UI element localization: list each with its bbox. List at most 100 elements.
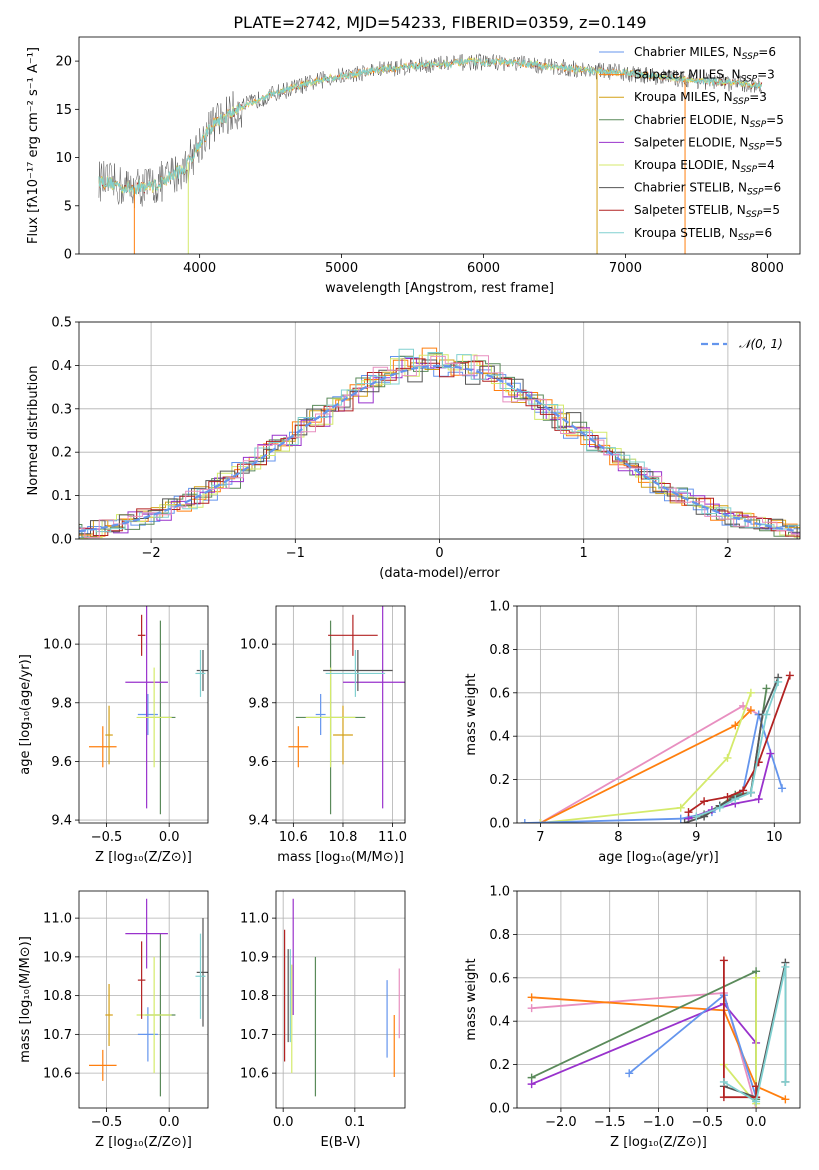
mass-weight-marker [684,808,693,817]
errorbar-point [196,918,208,1027]
errorbar-point [125,898,168,969]
legend-label: Salpeter STELIB, NSSP=5 [634,203,780,220]
x-tick-label: 7000 [609,261,642,276]
legend-label: Chabrier MILES, NSSP=6 [634,45,776,62]
y-tick-label: 10.7 [240,1028,269,1043]
x-tick-label: 8 [614,830,622,845]
mass-weight-marker [781,1077,790,1086]
axes-frame [275,890,406,1109]
panel-0: 4000 5000 6000 7000 8000 0 5 10 15 20 wavelength [… [26,36,801,296]
spectrum-legend: Chabrier MILES, NSSP=6 Salpeter MILES, NS… [599,45,784,243]
legend-label: Kroupa MILES, NSSP=3 [634,90,767,107]
y-tick-label: 11.0 [43,912,72,927]
y-tick-label: 1.0 [489,885,510,900]
y-tick-label: 0.2 [489,773,510,788]
mass-weight-marker [746,706,755,715]
mass-weight-marker [752,1097,761,1106]
y-tick-label: 9.8 [51,696,72,711]
x-tick-label: 0 [435,546,443,561]
errorbar-point [196,649,208,692]
x-tick-label: −1.5 [594,1115,626,1130]
panel-4: 7 8 9 10 0.0 0.2 0.4 0.6 0.8 1.0 age [log₁₀(age/yr… [464,600,801,865]
mass-weight-series-line [723,966,787,1103]
x-tick-label: 1 [580,546,588,561]
x-axis-label: Z [log₁₀(Z/Z⊙)] [610,1135,707,1150]
errorbar-point [137,614,146,656]
axes-frame [78,36,801,255]
y-tick-label: 5 [64,199,72,214]
y-tick-label: 0.6 [489,971,510,986]
x-tick-label: 0.0 [159,830,180,845]
mass-weight-series-line [540,692,752,823]
plot-area [520,671,794,823]
x-axis-label: E(B-V) [320,1135,360,1150]
legend-label: Chabrier ELODIE, NSSP=5 [634,113,784,130]
residual-histogram-step [79,358,800,539]
x-tick-label: 7 [536,830,544,845]
errorbar-point [315,693,326,736]
x-tick-label: 9 [692,830,700,845]
histogram-legend: 𝒩(0, 1) [701,337,783,351]
axes-frame [78,321,801,540]
x-axis-label: wavelength [Angstrom, rest frame] [325,281,554,296]
errorbar-point [89,1049,117,1081]
y-tick-label: 10.7 [43,1028,72,1043]
mass-weight-marker [746,688,755,697]
y-axis-label: age [log₁₀(age/yr)] [18,654,33,775]
errorbar-point [89,726,117,768]
y-tick-label: 0.0 [489,1102,510,1117]
x-tick-label: 0.0 [159,1115,180,1130]
mass-weight-marker [731,721,740,730]
x-tick-label: −2.0 [545,1115,577,1130]
x-tick-label: 6000 [467,261,500,276]
axes-frame [516,890,801,1109]
x-tick-label: 0.0 [273,1115,294,1130]
mass-weight-marker [723,753,732,762]
x-tick-label: −1 [286,546,305,561]
mass-weight-marker [692,812,701,821]
mass-weight-series-line [687,675,791,813]
y-tick-label: 0.8 [489,928,510,943]
mass-weight-marker [520,819,529,823]
residual-histogram-step [79,358,800,534]
y-tick-label: 9.6 [248,755,269,770]
plot-area [284,898,400,1097]
x-tick-label: 2 [724,546,732,561]
mass-weight-marker [752,973,761,982]
y-tick-label: 0.0 [489,817,510,832]
residual-histogram-step [79,348,800,533]
y-tick-label: 9.6 [51,755,72,770]
errorbar-point [105,705,113,765]
errorbar-point [136,956,172,1074]
legend-label: Salpeter ELODIE, NSSP=5 [634,135,783,152]
x-tick-label: 8000 [751,261,784,276]
plot-area [89,898,208,1097]
y-tick-label: 10.0 [240,638,269,653]
y-tick-label: 11.0 [240,912,269,927]
mass-weight-series-line [723,960,757,1099]
x-tick-label: −1.0 [643,1115,675,1130]
errorbar-point [195,649,206,697]
y-tick-label: 0.4 [489,1015,510,1030]
mass-weight-marker [676,814,685,823]
plot-area [288,606,405,815]
x-tick-label: 4000 [183,261,216,276]
x-axis-label: Z [log₁₀(Z/Z⊙)] [95,1135,192,1150]
y-tick-label: 20 [55,55,72,70]
mass-weight-marker [739,786,748,795]
axes-frame [516,605,801,824]
mass-weight-marker [778,784,787,793]
y-tick-label: 0.1 [51,489,72,504]
y-axis-label: Normed distribution [26,366,41,496]
y-tick-label: 9.4 [248,814,269,829]
axes-frame [78,605,209,824]
y-tick-label: 1.0 [489,600,510,615]
mass-weight-marker [762,710,771,719]
y-tick-label: 0.6 [489,686,510,701]
mass-weight-marker [700,797,709,806]
errorbar-point [105,984,113,1046]
plot-area [98,53,763,254]
panel-1: −2 −1 0 1 2 0.0 0.1 0.2 0.3 0.4 0.5 (data-model)/er… [26,316,801,581]
mass-weight-marker [723,792,732,801]
mass-weight-marker [719,956,728,965]
